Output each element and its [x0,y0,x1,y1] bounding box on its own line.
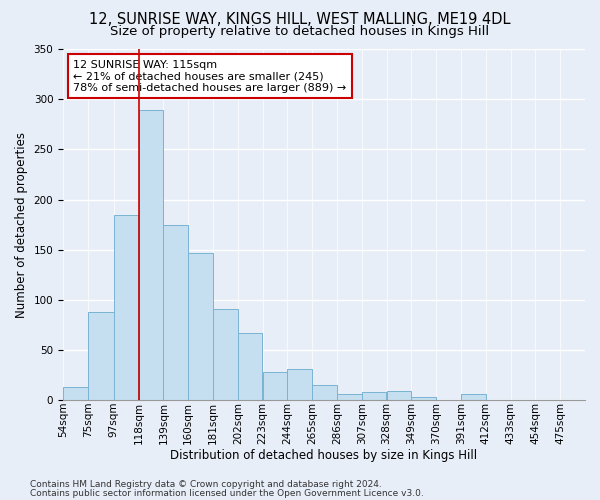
Text: Size of property relative to detached houses in Kings Hill: Size of property relative to detached ho… [110,25,490,38]
Bar [412,398,436,400]
Bar [238,333,262,400]
Bar [114,214,139,400]
Bar [188,253,213,400]
Text: Contains public sector information licensed under the Open Government Licence v3: Contains public sector information licen… [30,488,424,498]
Text: 12, SUNRISE WAY, KINGS HILL, WEST MALLING, ME19 4DL: 12, SUNRISE WAY, KINGS HILL, WEST MALLIN… [89,12,511,28]
Bar [287,370,312,400]
Text: Contains HM Land Registry data © Crown copyright and database right 2024.: Contains HM Land Registry data © Crown c… [30,480,382,489]
Bar [88,312,113,400]
X-axis label: Distribution of detached houses by size in Kings Hill: Distribution of detached houses by size … [170,450,478,462]
Bar [163,224,188,400]
Bar [139,110,163,401]
Bar [263,372,287,400]
Bar [63,388,88,400]
Bar [312,386,337,400]
Bar [386,392,411,400]
Y-axis label: Number of detached properties: Number of detached properties [15,132,28,318]
Bar [337,394,362,400]
Bar [362,392,386,400]
Bar [461,394,485,400]
Bar [213,309,238,400]
Text: 12 SUNRISE WAY: 115sqm
← 21% of detached houses are smaller (245)
78% of semi-de: 12 SUNRISE WAY: 115sqm ← 21% of detached… [73,60,347,92]
